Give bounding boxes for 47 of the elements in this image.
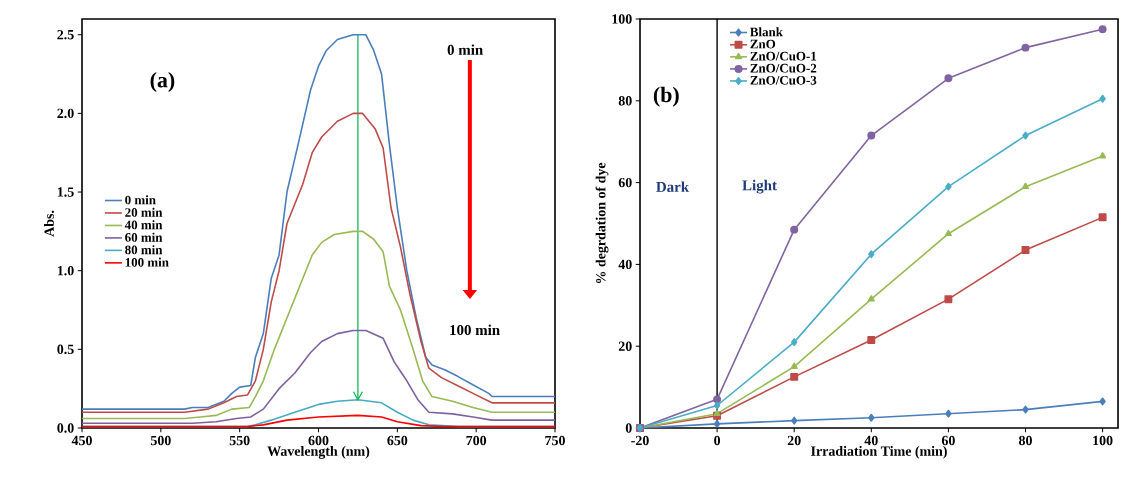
y-axis-title: Abs. xyxy=(44,210,54,237)
legend-label: ZnO/CuO-2 xyxy=(750,63,817,73)
x-tick-label: 0 xyxy=(714,435,721,446)
y-axis-title: % degrdation of dye xyxy=(595,162,609,284)
legend-label: ZnO xyxy=(750,39,776,49)
x-tick-label: 600 xyxy=(308,435,329,446)
legend-label: 0 min xyxy=(125,195,156,205)
x-tick-label: 750 xyxy=(545,435,565,446)
x-tick-label: 40 xyxy=(864,435,878,446)
x-tick-label: 80 xyxy=(1018,435,1032,446)
legend-label: 100 min xyxy=(125,257,169,267)
x-tick-label: -20 xyxy=(631,435,649,446)
y-tick-label: 1.0 xyxy=(57,265,74,276)
y-tick-label: 20 xyxy=(618,341,632,351)
annotation: 100 min xyxy=(450,324,500,336)
legend-label: ZnO/CuO-1 xyxy=(750,51,817,61)
annotation: (a) xyxy=(150,72,175,92)
legend-label: 20 min xyxy=(125,207,163,217)
x-tick-label: 60 xyxy=(941,435,955,446)
y-tick-label: 40 xyxy=(618,259,632,270)
x-tick-label: 450 xyxy=(71,435,92,446)
annotation: Light xyxy=(742,179,777,194)
x-axis-title: Irradiation Time (min) xyxy=(811,446,947,459)
x-tick-label: 550 xyxy=(229,435,250,446)
legend-label: Blank xyxy=(750,27,783,37)
y-tick-label: 0.5 xyxy=(57,344,74,355)
x-tick-label: 100 xyxy=(1093,435,1113,446)
x-axis-title: Wavelength (nm) xyxy=(267,446,370,459)
x-tick-label: 500 xyxy=(150,435,171,446)
legend-label: 80 min xyxy=(125,245,163,255)
legend-label: 60 min xyxy=(125,232,163,242)
annotation: (b) xyxy=(653,86,679,107)
y-tick-label: 1.5 xyxy=(57,187,74,197)
y-tick-label: 0.0 xyxy=(57,423,74,433)
x-tick-label: 650 xyxy=(387,435,408,446)
y-tick-label: 2.5 xyxy=(57,30,74,40)
y-tick-label: 2.0 xyxy=(57,108,74,119)
legend-label: 40 min xyxy=(124,220,163,230)
y-tick-label: 0 xyxy=(625,423,632,433)
x-tick-label: 700 xyxy=(466,435,487,446)
y-tick-label: 60 xyxy=(618,177,632,188)
x-tick-label: 20 xyxy=(787,435,801,446)
legend-label: ZnO/CuO-3 xyxy=(750,75,817,85)
annotation: 0 min xyxy=(447,44,483,55)
y-tick-label: 100 xyxy=(612,14,632,24)
annotation: Dark xyxy=(656,181,690,192)
y-tick-label: 80 xyxy=(618,96,632,106)
